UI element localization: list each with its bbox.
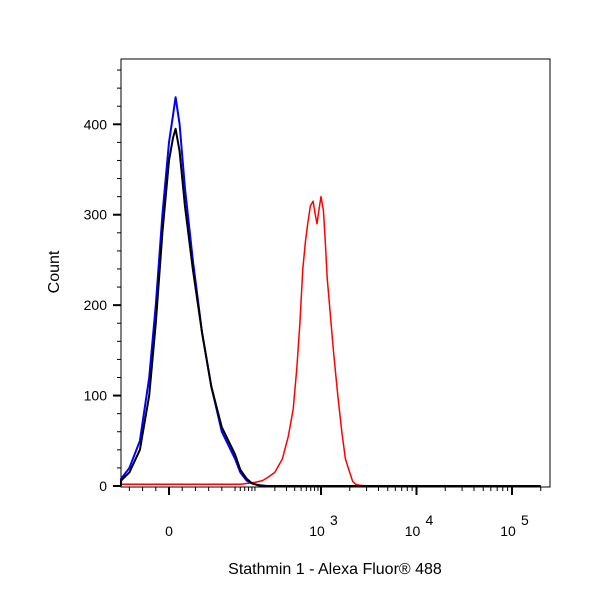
x-tick-label: 10 [500,523,516,539]
y-tick-label: 100 [84,388,108,404]
x-tick-label-exponent: 3 [330,512,338,528]
y-tick-label: 200 [84,297,108,313]
x-tick-label-exponent: 4 [426,512,434,528]
y-tick-label: 0 [99,478,107,494]
series-layer [120,96,541,487]
axis-layer: 0 100 200 300 400 0 10 3 10 4 10 5 [84,69,542,539]
histogram-series-3 [120,127,541,487]
x-tick-label: 0 [165,523,173,539]
histogram-series-1 [121,195,541,487]
y-tick-label: 400 [84,116,108,132]
y-tick-label: 300 [84,207,108,223]
x-tick-label-exponent: 5 [521,512,529,528]
x-tick-label: 10 [405,523,421,539]
histogram-series-2 [120,96,541,487]
x-axis-title: Stathmin 1 - Alexa Fluor® 488 [228,561,442,578]
x-tick-label: 10 [309,523,325,539]
y-axis-title: Count [46,250,63,293]
